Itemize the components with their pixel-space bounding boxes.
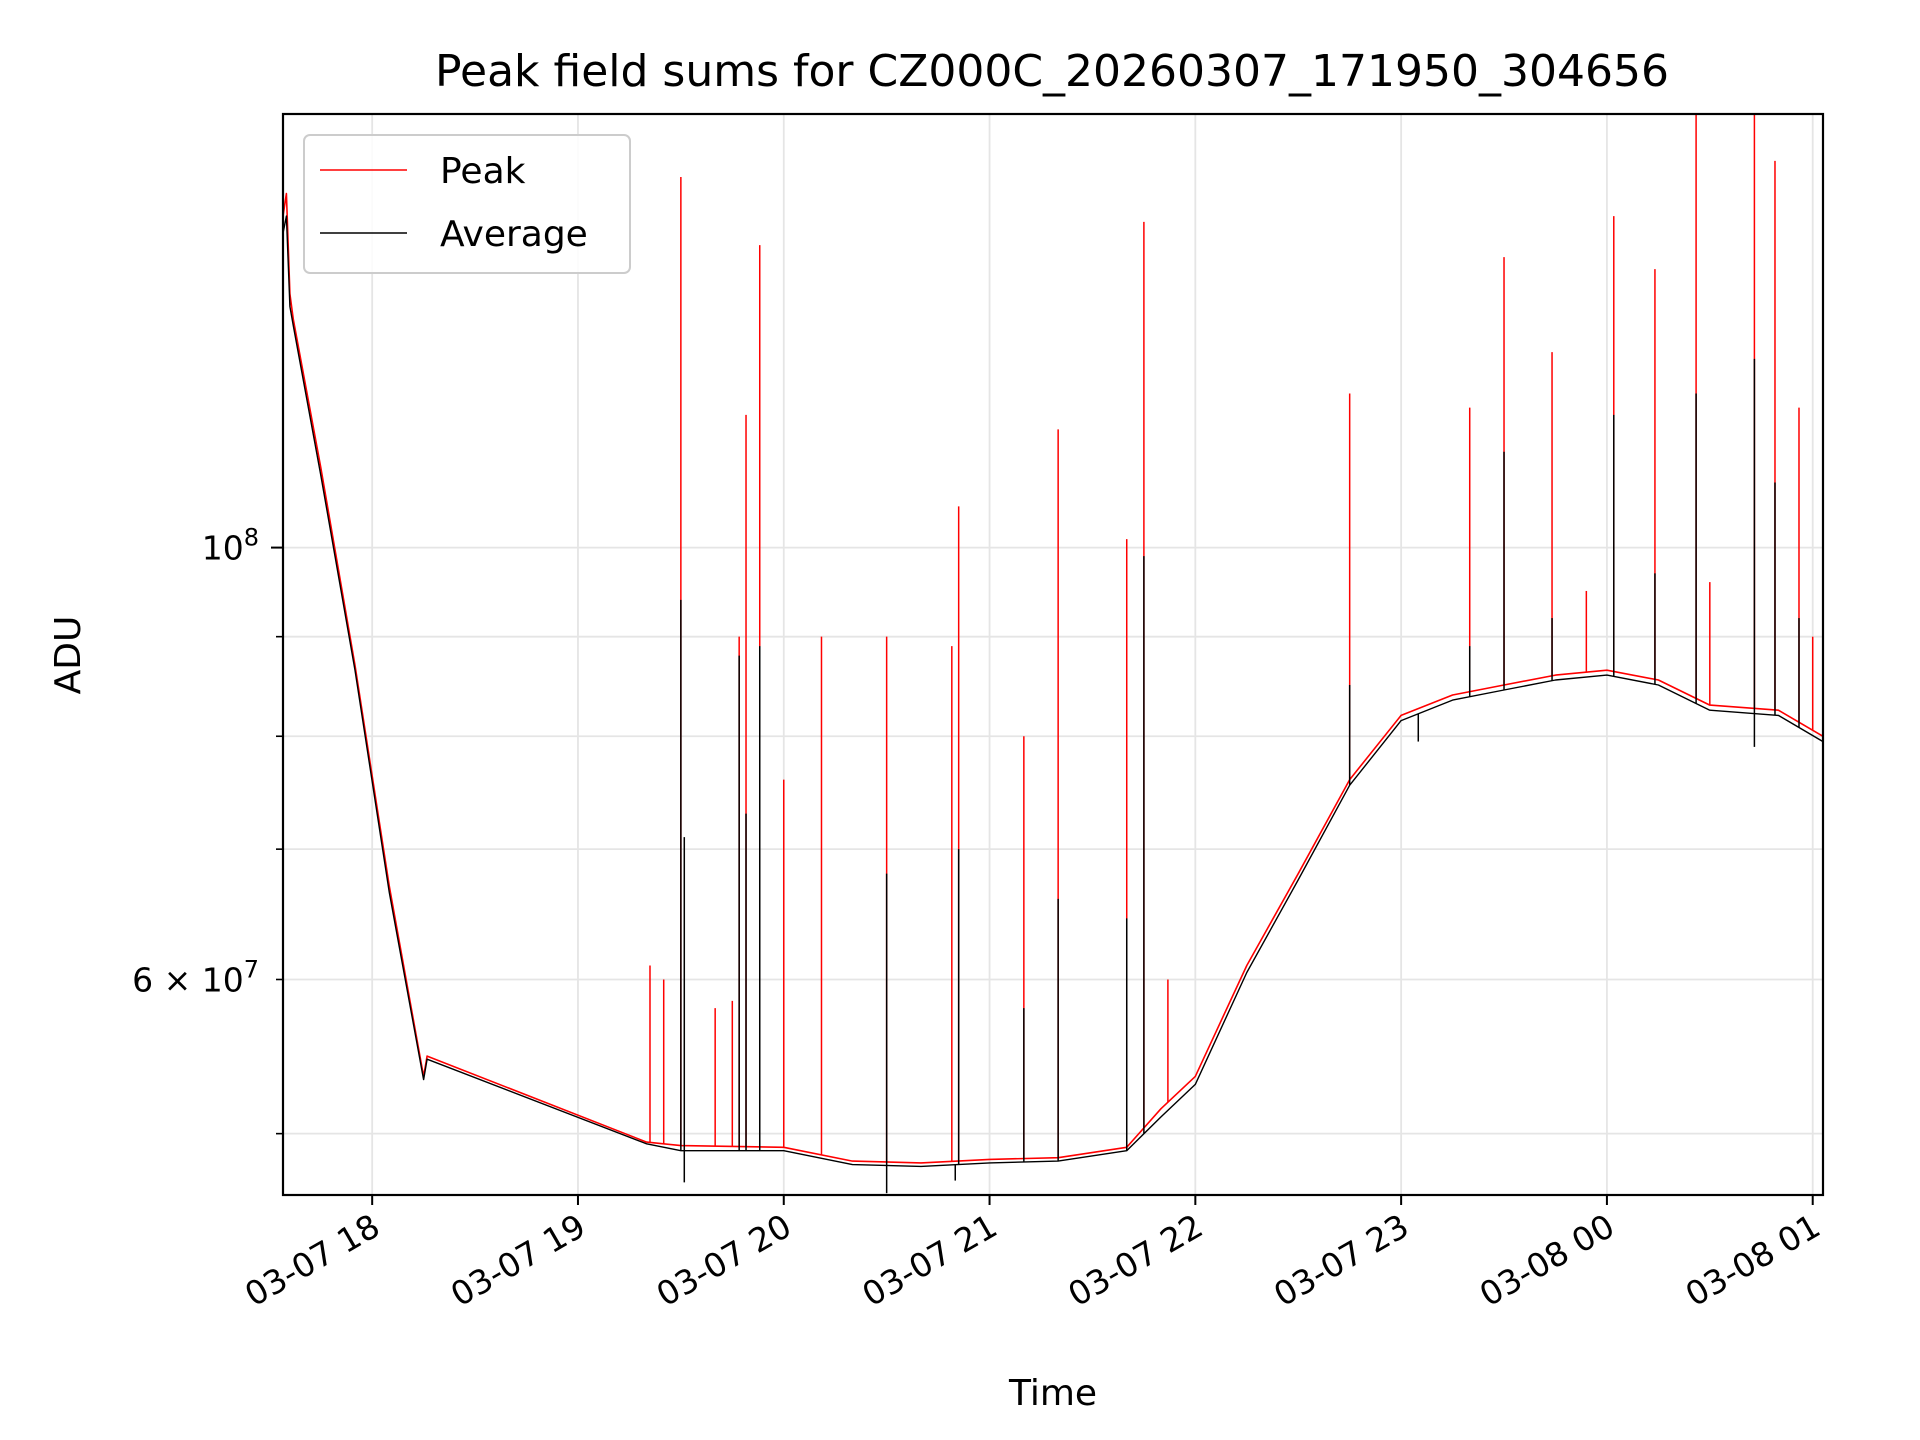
plot-area <box>281 112 1825 1197</box>
series-average <box>283 215 1823 1194</box>
legend-label-average: Average <box>440 214 588 255</box>
legend-label-peak: Peak <box>440 151 526 192</box>
chart-title: Peak field sums for CZ000C_20260307_1719… <box>435 46 1669 97</box>
x-axis-label: Time <box>1008 1373 1097 1414</box>
y-axis-label: ADU <box>48 616 89 695</box>
y-tick-label-major-0: 108 <box>202 524 259 568</box>
grid-lines <box>283 114 1823 1195</box>
y-axis: 108 6 × 107 <box>132 524 283 1135</box>
y-tick-label-minor-0: 6 × 107 <box>132 955 259 999</box>
legend: Peak Average <box>303 134 631 274</box>
series-lines <box>283 114 1823 1194</box>
plot-frame <box>281 112 1825 1197</box>
